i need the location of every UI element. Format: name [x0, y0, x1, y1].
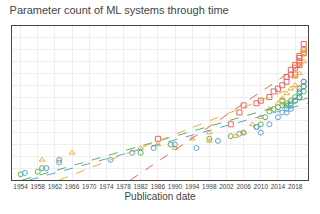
svg-text:1982: 1982 — [133, 183, 148, 190]
svg-text:Parameter count of ML systems: Parameter count of ML systems through ti… — [10, 4, 229, 16]
svg-text:2002: 2002 — [219, 183, 234, 190]
svg-text:1970: 1970 — [82, 183, 97, 190]
svg-text:1962: 1962 — [48, 183, 63, 190]
svg-text:2006: 2006 — [236, 183, 251, 190]
svg-text:1990: 1990 — [168, 183, 183, 190]
svg-text:Publication date: Publication date — [124, 191, 196, 202]
svg-text:2018: 2018 — [288, 183, 303, 190]
svg-text:1978: 1978 — [116, 183, 131, 190]
svg-text:1994: 1994 — [185, 183, 200, 190]
svg-text:1998: 1998 — [202, 183, 217, 190]
svg-text:1958: 1958 — [31, 183, 46, 190]
svg-text:2010: 2010 — [254, 183, 269, 190]
svg-text:1986: 1986 — [151, 183, 166, 190]
svg-text:1974: 1974 — [99, 183, 114, 190]
svg-text:2014: 2014 — [271, 183, 286, 190]
svg-text:1966: 1966 — [65, 183, 80, 190]
svg-text:1954: 1954 — [13, 183, 28, 190]
